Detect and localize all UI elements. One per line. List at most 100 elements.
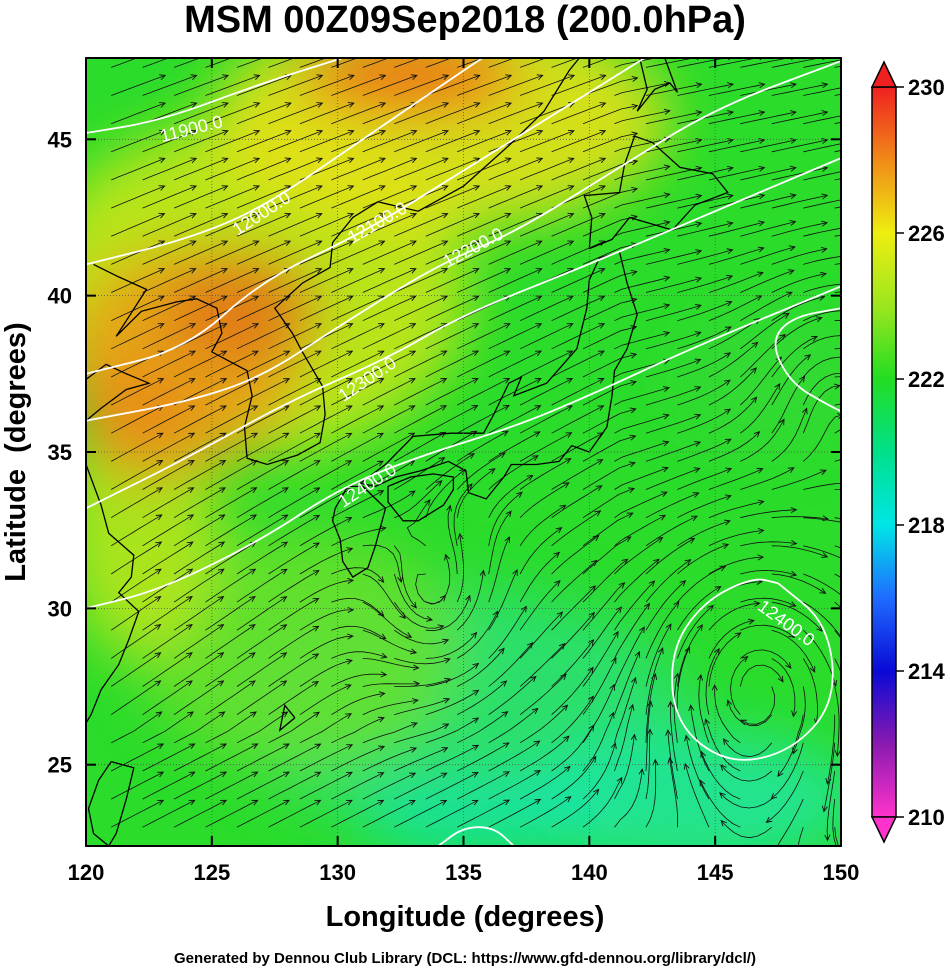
streamline-arrowhead-64 [628, 703, 635, 711]
streamline-350 [551, 405, 604, 434]
streamline-arrowhead-294 [345, 460, 353, 466]
streamline-arrowhead-259 [757, 528, 765, 535]
streamline-429 [771, 317, 822, 350]
streamline-arrowhead-366 [346, 378, 354, 384]
streamline-arrowhead-138 [696, 624, 704, 631]
streamline-631 [331, 75, 386, 96]
streamline-489 [394, 240, 448, 265]
streamline-44 [700, 751, 741, 800]
streamline-112 [614, 651, 640, 715]
streamline-562 [425, 158, 480, 181]
streamline-102 [299, 684, 352, 716]
streamline-101 [268, 681, 319, 716]
streamline-289 [142, 460, 195, 490]
streamline-arrowhead-249 [410, 601, 417, 609]
streamline-640 [614, 82, 670, 96]
streamline-arrowhead-281 [692, 492, 700, 498]
streamline-arrowhead-95 [821, 805, 828, 813]
streamline-432 [111, 295, 165, 322]
streamline-arrowhead-217 [186, 541, 194, 548]
streamline-arrowhead-28 [283, 771, 290, 778]
streamline-arrowhead-187 [753, 600, 761, 607]
streamline-12 [488, 799, 541, 828]
y-tick-label-0: 25 [48, 753, 72, 778]
streamline-arrowhead-609 [442, 102, 450, 108]
streamline-388 [236, 350, 290, 378]
streamline-arrowhead-52 [283, 743, 290, 750]
streamline-arrowhead-307 [756, 468, 764, 474]
streamline-arrowhead-398 [597, 350, 605, 357]
streamline-arrowhead-485 [315, 240, 323, 247]
streamline-arrowhead-319 [377, 432, 384, 439]
streamline-606 [299, 102, 354, 125]
streamline-170 [173, 596, 224, 631]
streamline-arrowhead-525 [821, 220, 829, 227]
streamline-515 [457, 213, 511, 237]
streamline-arrowhead-515 [504, 212, 512, 219]
streamline-110 [551, 667, 594, 715]
streamline-arrowhead-115 [713, 647, 720, 655]
streamline-arrowhead-470 [598, 268, 606, 274]
streamline-33 [394, 772, 447, 800]
streamline-arrowhead-425 [694, 331, 702, 337]
streamline-614 [551, 102, 606, 125]
streamline-arrowhead-496 [663, 247, 671, 254]
streamline-arrowhead-582 [347, 129, 355, 136]
streamline-463 [331, 268, 385, 293]
streamline-323 [456, 430, 509, 462]
streamline-482 [173, 240, 228, 265]
streamline-264 [110, 487, 163, 519]
streamline-arrowhead-117 [726, 699, 733, 707]
streamline-arrowhead-517 [567, 212, 575, 219]
streamline-156 [488, 606, 527, 659]
contour-line-7 [437, 826, 515, 846]
streamline-498 [677, 249, 733, 265]
streamline-422 [551, 323, 605, 350]
streamline-14 [551, 789, 599, 828]
streamline-arrowhead-371 [503, 378, 511, 384]
streamline-118 [777, 714, 804, 777]
streamline-103 [331, 693, 385, 716]
streamline-387 [205, 350, 259, 378]
streamline-367 [331, 378, 384, 406]
streamline-58 [425, 745, 479, 772]
streamline-arrowhead-659 [505, 47, 511, 52]
streamline-arrowhead-369 [440, 378, 448, 384]
streamline-635 [457, 75, 512, 96]
streamline-129 [394, 678, 451, 687]
streamline-arrowhead-221 [313, 542, 320, 549]
streamline-204 [488, 536, 510, 603]
streamline-arrowhead-595 [758, 138, 766, 144]
streamline-71 [826, 770, 836, 841]
streamline-131 [457, 648, 505, 687]
streamline-130 [425, 663, 479, 687]
streamline-arrowhead-624 [159, 74, 167, 81]
streamline-arrowhead-34 [471, 772, 479, 778]
streamline-578 [173, 130, 228, 153]
streamline-arrowhead-612 [536, 102, 544, 108]
streamline-651 [205, 58, 233, 68]
streamline-arrowhead-113 [657, 647, 664, 655]
streamline-arrowhead-600 [159, 102, 167, 108]
streamline-375 [582, 381, 637, 406]
streamline-arrowhead-220 [281, 541, 289, 548]
streamline-115 [705, 648, 720, 715]
streamline-arrowhead-317 [314, 432, 322, 439]
streamline-466 [425, 268, 479, 293]
streamline-238 [803, 573, 841, 596]
streamline-109 [519, 673, 567, 716]
streamline-arrowhead-627 [253, 74, 261, 81]
streamline-90 [673, 673, 679, 743]
streamline-arrowhead-613 [567, 102, 575, 108]
streamline-arrowhead-616 [663, 108, 671, 115]
streamline-arrowhead-320 [408, 432, 416, 439]
streamline-299 [456, 452, 506, 490]
streamline-153 [394, 658, 451, 665]
streamline-84 [488, 708, 538, 744]
streamline-arrowhead-437 [315, 295, 323, 302]
streamline-arrowhead-122 [217, 652, 225, 659]
streamline-arrowhead-614 [599, 102, 607, 108]
streamline-arrowhead-302 [596, 459, 604, 465]
streamline-224 [362, 573, 406, 619]
streamline-543 [582, 188, 638, 209]
